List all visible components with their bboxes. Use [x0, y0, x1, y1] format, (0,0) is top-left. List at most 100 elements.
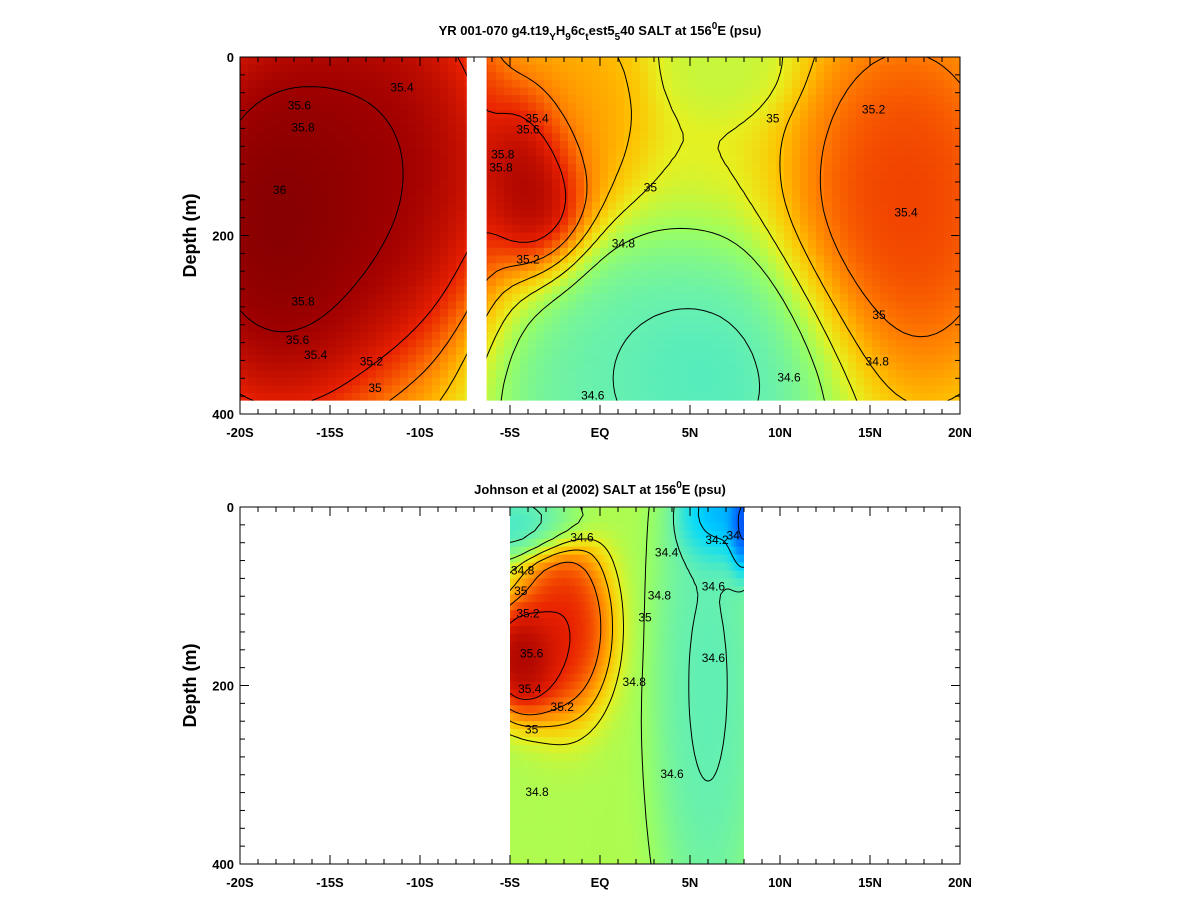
- field-cell: [702, 546, 706, 556]
- field-cell: [800, 110, 809, 119]
- field-cell: [525, 570, 529, 579]
- field-cell: [585, 562, 589, 572]
- field-cell: [776, 354, 785, 364]
- field-cell: [568, 171, 577, 180]
- field-cell: [304, 179, 313, 188]
- field-cell: [920, 308, 929, 318]
- field-cell: [288, 217, 297, 226]
- field-cell: [952, 156, 960, 165]
- field-cell: [256, 171, 265, 180]
- field-cell: [648, 247, 657, 257]
- field-cell: [816, 270, 825, 280]
- field-cell: [744, 125, 753, 134]
- field-cell: [688, 163, 697, 173]
- field-cell: [496, 64, 505, 73]
- field-cell: [593, 546, 597, 556]
- field-cell: [880, 72, 889, 81]
- field-cell: [832, 255, 841, 264]
- field-cell: [472, 255, 481, 264]
- field-cell: [528, 392, 537, 401]
- field-cell: [368, 156, 377, 165]
- field-cell: [416, 247, 425, 257]
- field-cell: [584, 331, 593, 341]
- field-cell: [705, 538, 709, 548]
- field-cell: [488, 385, 497, 394]
- field-cell: [520, 331, 529, 341]
- field-cell: [663, 530, 667, 540]
- field-cell: [792, 87, 801, 96]
- field-cell: [552, 64, 561, 73]
- field-cell: [264, 301, 273, 310]
- field-cell: [456, 308, 465, 318]
- field-cell: [824, 232, 833, 241]
- field-cell: [360, 87, 369, 96]
- field-cell: [576, 57, 585, 66]
- field-cell: [240, 194, 249, 203]
- field-cell: [920, 133, 929, 142]
- field-cell: [432, 301, 441, 310]
- field-cell: [264, 171, 273, 180]
- field-cell: [320, 72, 329, 81]
- field-cell: [456, 209, 465, 218]
- field-cell: [784, 347, 793, 356]
- field-cell: [744, 293, 753, 302]
- field-cell: [741, 546, 744, 556]
- field-cell: [328, 118, 337, 127]
- field-cell: [551, 514, 555, 524]
- field-cell: [448, 240, 457, 249]
- field-cell: [344, 163, 353, 173]
- field-cell: [712, 370, 721, 379]
- field-cell: [723, 522, 727, 532]
- field-cell: [543, 570, 547, 579]
- field-cell: [408, 194, 417, 203]
- field-cell: [528, 240, 537, 249]
- field-cell: [896, 194, 905, 203]
- field-cell: [568, 331, 577, 341]
- field-cell: [352, 354, 361, 364]
- field-cell: [480, 140, 489, 150]
- field-cell: [832, 331, 841, 341]
- field-cell: [416, 286, 425, 295]
- contour-line: [389, 57, 960, 401]
- field-cell: [559, 570, 563, 579]
- field-cell: [530, 522, 534, 532]
- field-cell: [504, 87, 513, 96]
- field-cell: [456, 301, 465, 310]
- field-cell: [736, 278, 745, 287]
- field-cell: [856, 385, 865, 394]
- field-cell: [720, 79, 729, 89]
- field-cell: [600, 87, 609, 96]
- field-cell: [496, 286, 505, 295]
- field-cell: [520, 570, 524, 579]
- field-cell: [528, 202, 537, 211]
- field-cell: [688, 217, 697, 226]
- field-cell: [684, 546, 688, 556]
- field-cell: [888, 194, 897, 203]
- field-cell: [944, 209, 953, 218]
- field-cell: [920, 224, 929, 234]
- field-cell: [464, 163, 473, 173]
- field-cell: [376, 362, 385, 371]
- field-cell: [720, 87, 729, 96]
- field-cell: [344, 118, 353, 127]
- field-cell: [264, 331, 273, 341]
- field-cell: [312, 232, 321, 241]
- field-cell: [288, 125, 297, 134]
- field-cell: [464, 118, 473, 127]
- field-cell: [712, 186, 721, 196]
- field-cell: [448, 255, 457, 264]
- field-cell: [488, 286, 497, 295]
- field-cell: [725, 538, 729, 548]
- field-cell: [543, 507, 547, 516]
- field-cell: [575, 514, 579, 524]
- field-cell: [280, 217, 289, 226]
- field-cell: [384, 308, 393, 318]
- field-cell: [880, 79, 889, 89]
- field-cell: [496, 148, 505, 157]
- field-cell: [608, 308, 617, 318]
- field-cell: [784, 362, 793, 371]
- field-cell: [464, 140, 473, 150]
- field-cell: [624, 110, 633, 119]
- field-cell: [752, 232, 761, 241]
- field-cell: [432, 217, 441, 226]
